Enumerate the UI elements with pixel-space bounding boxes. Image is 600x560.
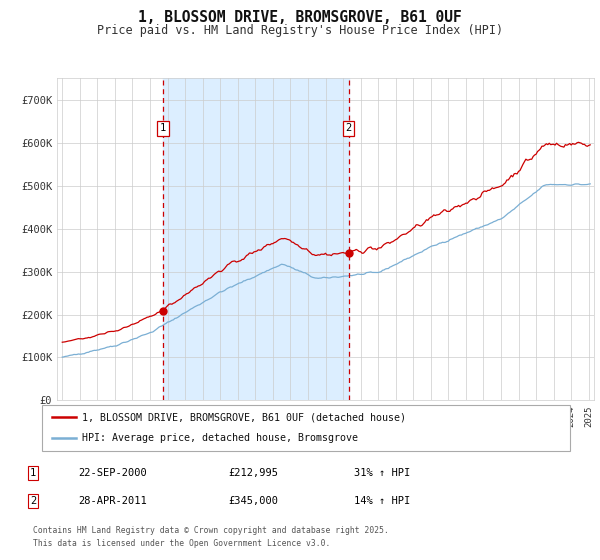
- Text: Contains HM Land Registry data © Crown copyright and database right 2025.: Contains HM Land Registry data © Crown c…: [33, 526, 389, 535]
- Text: 1: 1: [160, 123, 166, 133]
- Text: 2: 2: [346, 123, 352, 133]
- Text: 22-SEP-2000: 22-SEP-2000: [78, 468, 147, 478]
- Text: £212,995: £212,995: [228, 468, 278, 478]
- Text: 28-APR-2011: 28-APR-2011: [78, 496, 147, 506]
- Text: £345,000: £345,000: [228, 496, 278, 506]
- Text: 14% ↑ HPI: 14% ↑ HPI: [354, 496, 410, 506]
- Text: HPI: Average price, detached house, Bromsgrove: HPI: Average price, detached house, Brom…: [82, 433, 358, 444]
- Text: 1, BLOSSOM DRIVE, BROMSGROVE, B61 0UF (detached house): 1, BLOSSOM DRIVE, BROMSGROVE, B61 0UF (d…: [82, 412, 406, 422]
- Text: Price paid vs. HM Land Registry's House Price Index (HPI): Price paid vs. HM Land Registry's House …: [97, 24, 503, 36]
- Text: 1: 1: [30, 468, 36, 478]
- Bar: [163, 78, 349, 400]
- Text: 31% ↑ HPI: 31% ↑ HPI: [354, 468, 410, 478]
- Text: 2: 2: [30, 496, 36, 506]
- Text: This data is licensed under the Open Government Licence v3.0.: This data is licensed under the Open Gov…: [33, 539, 331, 548]
- Text: 1, BLOSSOM DRIVE, BROMSGROVE, B61 0UF: 1, BLOSSOM DRIVE, BROMSGROVE, B61 0UF: [138, 10, 462, 25]
